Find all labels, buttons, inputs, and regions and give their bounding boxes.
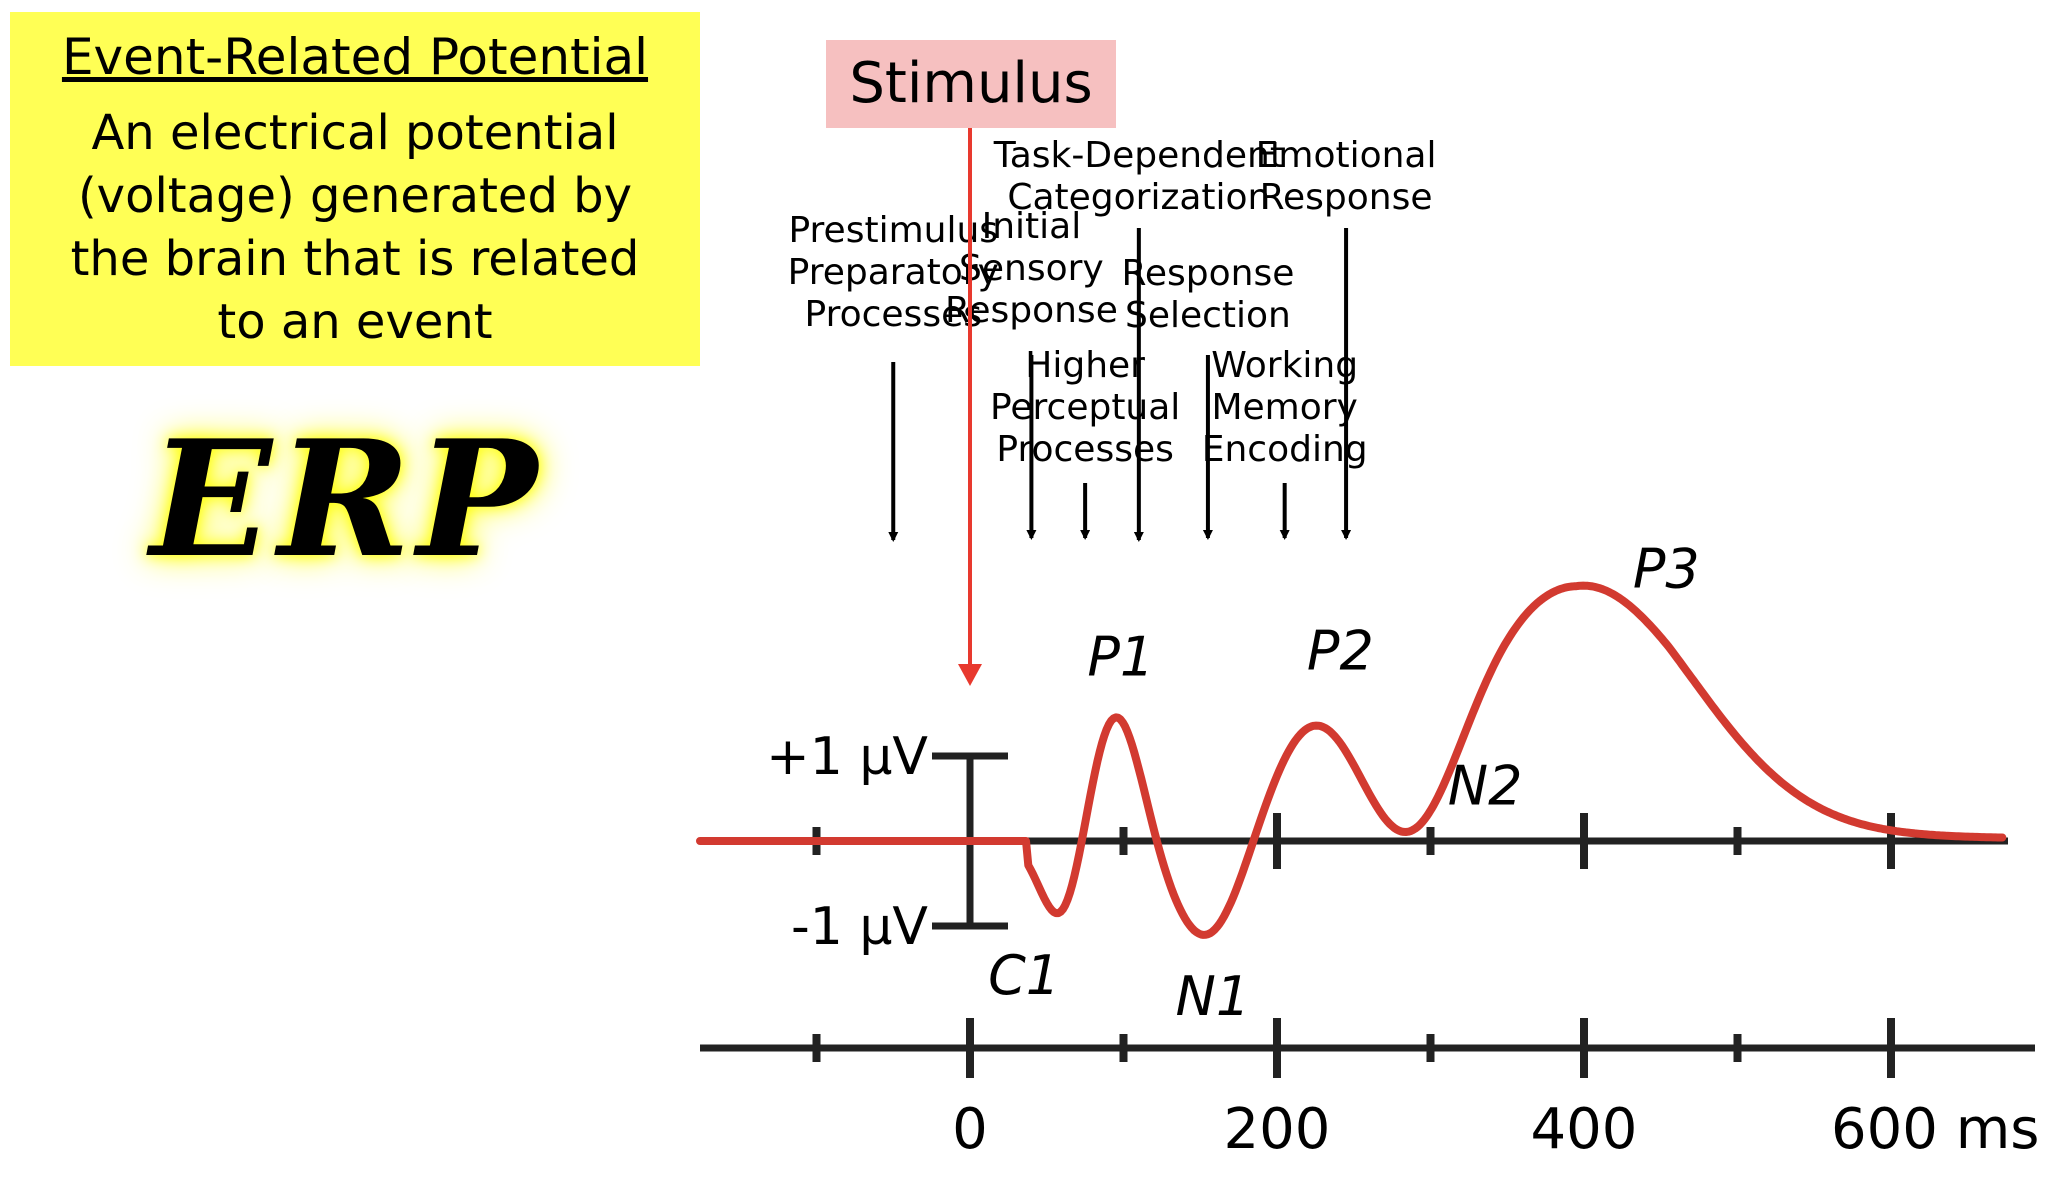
component-label-n2: N2 (1448, 754, 1523, 817)
time-tick-label: 200 (1224, 1097, 1331, 1162)
process-label: Higher Perceptual Processes (989, 345, 1181, 470)
definition-box: Event-Related Potential An electrical po… (10, 12, 700, 366)
stimulus-arrow (958, 128, 982, 686)
component-label-c1: C1 (988, 944, 1060, 1007)
component-label-n1: N1 (1176, 965, 1251, 1028)
stimulus-arrow-head (958, 664, 982, 686)
component-label-p2: P2 (1307, 619, 1374, 682)
component-labels: C1 P1 N1 P2 N2 P3 (988, 538, 1700, 1029)
scale-bottom-label: -1 μV (791, 897, 928, 957)
component-label-p3: P3 (1633, 538, 1700, 601)
process-arrows (888, 228, 1352, 542)
process-label: Emotional Response (1255, 135, 1437, 218)
stimulus-label: Stimulus (826, 40, 1116, 128)
erp-logo: ERP (150, 405, 544, 593)
scale-top-label: +1 μV (766, 727, 928, 787)
process-label: Prestimulus Preparatory Processes (787, 210, 999, 335)
erp-waveform (696, 581, 2007, 939)
time-axis-labels: 0 200 400 600 ms (952, 1097, 2039, 1162)
voltage-scale-bar: +1 μV -1 μV (766, 727, 1008, 957)
time-tick-label: 400 (1531, 1097, 1638, 1162)
definition-title: Event-Related Potential (61, 28, 649, 86)
definition-text: An electrical potential (voltage) genera… (70, 105, 640, 350)
process-label: Initial Sensory Response (944, 206, 1118, 331)
component-label-p1: P1 (1087, 625, 1154, 688)
process-label: Response Selection (1121, 253, 1295, 336)
process-label: Working Memory Encoding (1201, 345, 1368, 470)
time-tick-label: 0 (952, 1097, 988, 1162)
waveform-line (696, 581, 2007, 939)
process-label: Task-Dependent Categorization (993, 135, 1284, 218)
time-tick-label: 600 ms (1831, 1097, 2039, 1162)
